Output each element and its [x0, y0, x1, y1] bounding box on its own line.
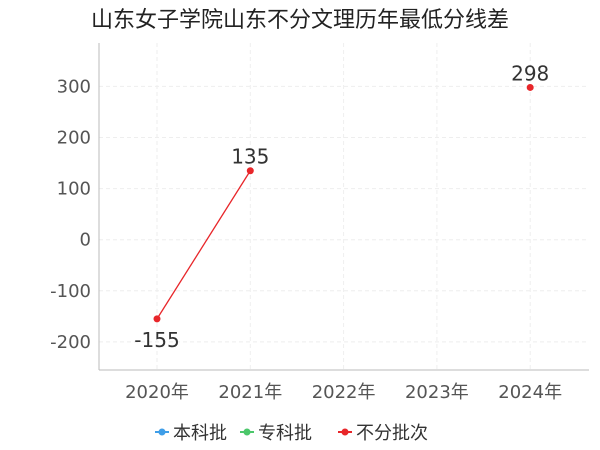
legend-swatch-dot	[341, 428, 349, 436]
data-point[interactable]	[153, 315, 161, 323]
legend-label: 本科批	[173, 423, 227, 444]
x-tick-labels: 2020年 2021年 2022年 2023年 2024年	[125, 382, 562, 403]
y-tick-labels: 300 200 100 0 -100 -200	[50, 76, 91, 352]
x-tick-label: 2024年	[498, 382, 562, 403]
legend-label: 不分批次	[356, 423, 428, 444]
y-tick-label: -100	[50, 281, 91, 302]
data-point[interactable]	[526, 83, 534, 91]
y-tick-label: 0	[80, 230, 91, 251]
legend[interactable]: 本科批 专科批 不分批次	[155, 423, 428, 444]
legend-label: 专科批	[258, 423, 312, 444]
data-label: 298	[511, 61, 549, 85]
legend-item[interactable]: 专科批	[240, 423, 312, 444]
y-tick-label: 300	[57, 76, 91, 97]
chart-title: 山东女子学院山东不分文理历年最低分线差	[91, 8, 509, 33]
legend-item[interactable]: 不分批次	[338, 423, 428, 444]
legend-swatch-dot	[158, 428, 166, 436]
y-tick-label: -200	[50, 332, 91, 353]
y-tick-label: 200	[57, 128, 91, 149]
data-label: 135	[231, 145, 269, 169]
legend-swatch-dot	[243, 428, 251, 436]
y-tick-label: 100	[57, 179, 91, 200]
x-tick-label: 2022年	[312, 382, 376, 403]
x-tick-label: 2020年	[125, 382, 189, 403]
x-tick-label: 2023年	[405, 382, 469, 403]
legend-item[interactable]: 本科批	[155, 423, 227, 444]
series-line-segment	[156, 170, 251, 320]
data-label: -155	[134, 328, 179, 352]
axes	[98, 43, 589, 371]
grid	[99, 43, 589, 370]
data-point[interactable]	[246, 167, 254, 175]
series: -155 135 298	[134, 61, 549, 351]
x-tick-label: 2021年	[218, 382, 282, 403]
series-2: -155 135 298	[134, 61, 549, 351]
